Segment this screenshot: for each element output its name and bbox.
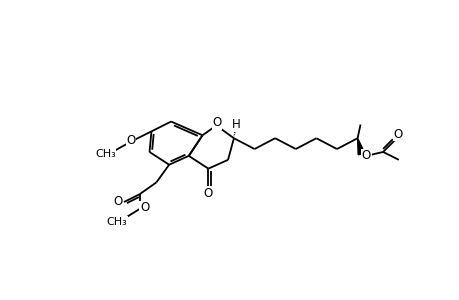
Text: O: O [212,116,221,129]
Text: O: O [140,201,149,214]
Text: O: O [203,187,213,200]
Polygon shape [357,138,364,155]
Text: O: O [361,149,370,162]
Text: H: H [231,118,240,131]
Text: CH₃: CH₃ [95,149,116,159]
Text: CH₃: CH₃ [106,217,127,226]
Text: O: O [126,134,135,147]
Text: O: O [113,194,123,208]
Text: O: O [392,128,402,141]
